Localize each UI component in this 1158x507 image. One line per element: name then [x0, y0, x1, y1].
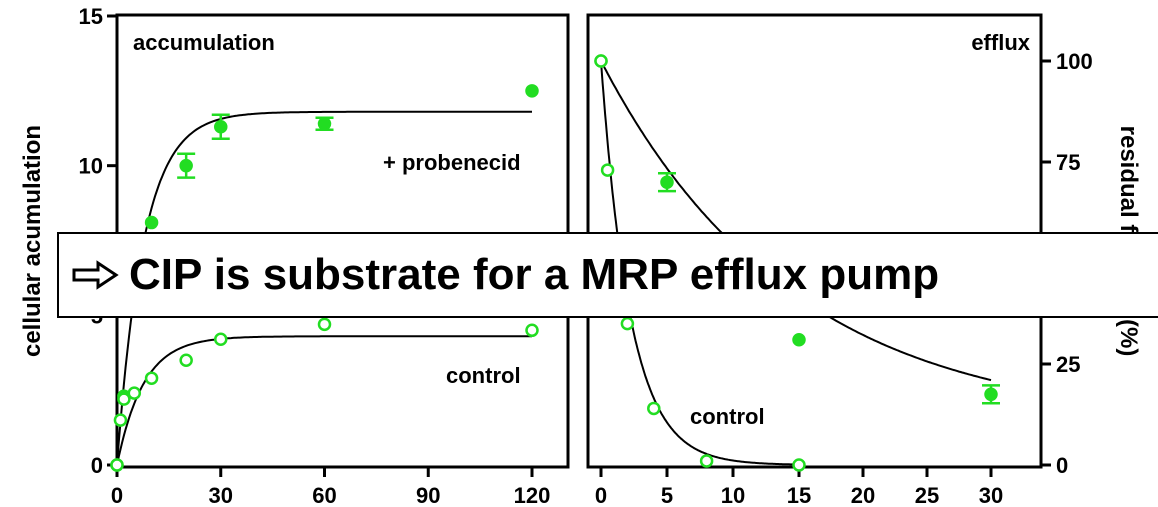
conclusion-text: CIP is substrate for a MRP efflux pump: [129, 250, 940, 299]
efflux-point-control: [594, 54, 608, 68]
accumulation-ticks: 0306090120051015: [79, 4, 551, 507]
efflux-y-tick-label: 75: [1056, 150, 1080, 175]
accumulation-panel: accumulation cellular acumulation 0 30 60 9…: [19, 4, 570, 507]
accumulation-x-tick-label: 0: [111, 483, 123, 507]
efflux-point-control: [620, 316, 635, 331]
accumulation-point-control: [144, 371, 159, 385]
efflux-y-tick-label: 25: [1056, 352, 1080, 377]
accumulation-y-axis-title: cellular acumulation: [19, 125, 46, 357]
accumulation-point-control: [117, 392, 131, 406]
efflux-ticks: 0510152025300255075100: [595, 49, 1093, 507]
efflux-point-control: [600, 163, 615, 177]
efflux-x-tick-label: 5: [661, 483, 673, 507]
efflux-y-tick-label: 0: [1056, 453, 1068, 478]
efflux-x-tick-label: 0: [595, 483, 607, 507]
accumulation-y-tick-label: 15: [79, 4, 103, 29]
accumulation-fit-curves: [116, 110, 532, 466]
right-arrow-outline-icon: [72, 260, 119, 290]
conclusion-banner: CIP is substrate for a MRP efflux pump: [57, 232, 1158, 318]
efflux-point-control: [647, 401, 661, 416]
efflux-y-tick-label: 100: [1056, 49, 1093, 74]
accumulation-panel-label: accumulation: [133, 30, 275, 55]
accumulation-point-control: [127, 386, 142, 400]
efflux-x-tick-label: 15: [787, 483, 811, 507]
accumulation-y-tick-label: 10: [79, 154, 103, 179]
accumulation-y-tick-label: 0: [91, 453, 103, 478]
accumulation-x-tick-label: 60: [312, 483, 336, 507]
accumulation-point-control: [214, 332, 228, 347]
efflux-x-tick-label: 25: [915, 483, 939, 507]
efflux-point-probenecid: [660, 175, 674, 189]
accumulation-fit-curve-control: [116, 335, 532, 466]
accumulation-point-probenecid: [525, 84, 539, 98]
accumulation-point-control: [525, 323, 539, 338]
accumulation-point-probenecid: [144, 215, 159, 230]
efflux-point-control: [792, 458, 806, 472]
accumulation-point-probenecid: [214, 120, 228, 134]
accumulation-x-tick-label: 120: [514, 483, 551, 507]
efflux-point-probenecid: [792, 333, 806, 347]
efflux-panel-label: efflux: [971, 30, 1030, 55]
accumulation-data-points: [110, 84, 539, 472]
efflux-fit-curve-probenecid: [600, 60, 992, 382]
efflux-point-control: [699, 454, 714, 468]
efflux-fit-curve-control: [600, 60, 799, 466]
accumulation-fit-curve-probenecid: [116, 110, 532, 466]
accumulation-point-probenecid: [179, 158, 193, 173]
accumulation-x-tick-label: 90: [416, 483, 440, 507]
accumulation-point-control: [317, 317, 332, 332]
accumulation-x-tick-label: 30: [209, 483, 233, 507]
accumulation-point-probenecid: [317, 117, 332, 131]
accumulation-point-control: [113, 413, 128, 427]
efflux-x-tick-label: 30: [979, 483, 1003, 507]
efflux-series-label-control: control: [690, 404, 765, 429]
efflux-point-probenecid: [984, 387, 998, 402]
efflux-data-points: [594, 54, 1000, 472]
accumulation-series-label-probenecid: + probenecid: [383, 150, 521, 175]
efflux-x-tick-label: 10: [721, 483, 745, 507]
accumulation-point-control: [179, 353, 193, 367]
accumulation-series-label-control: control: [446, 363, 521, 388]
accumulation-point-control: [110, 458, 124, 472]
efflux-x-tick-label: 20: [851, 483, 875, 507]
